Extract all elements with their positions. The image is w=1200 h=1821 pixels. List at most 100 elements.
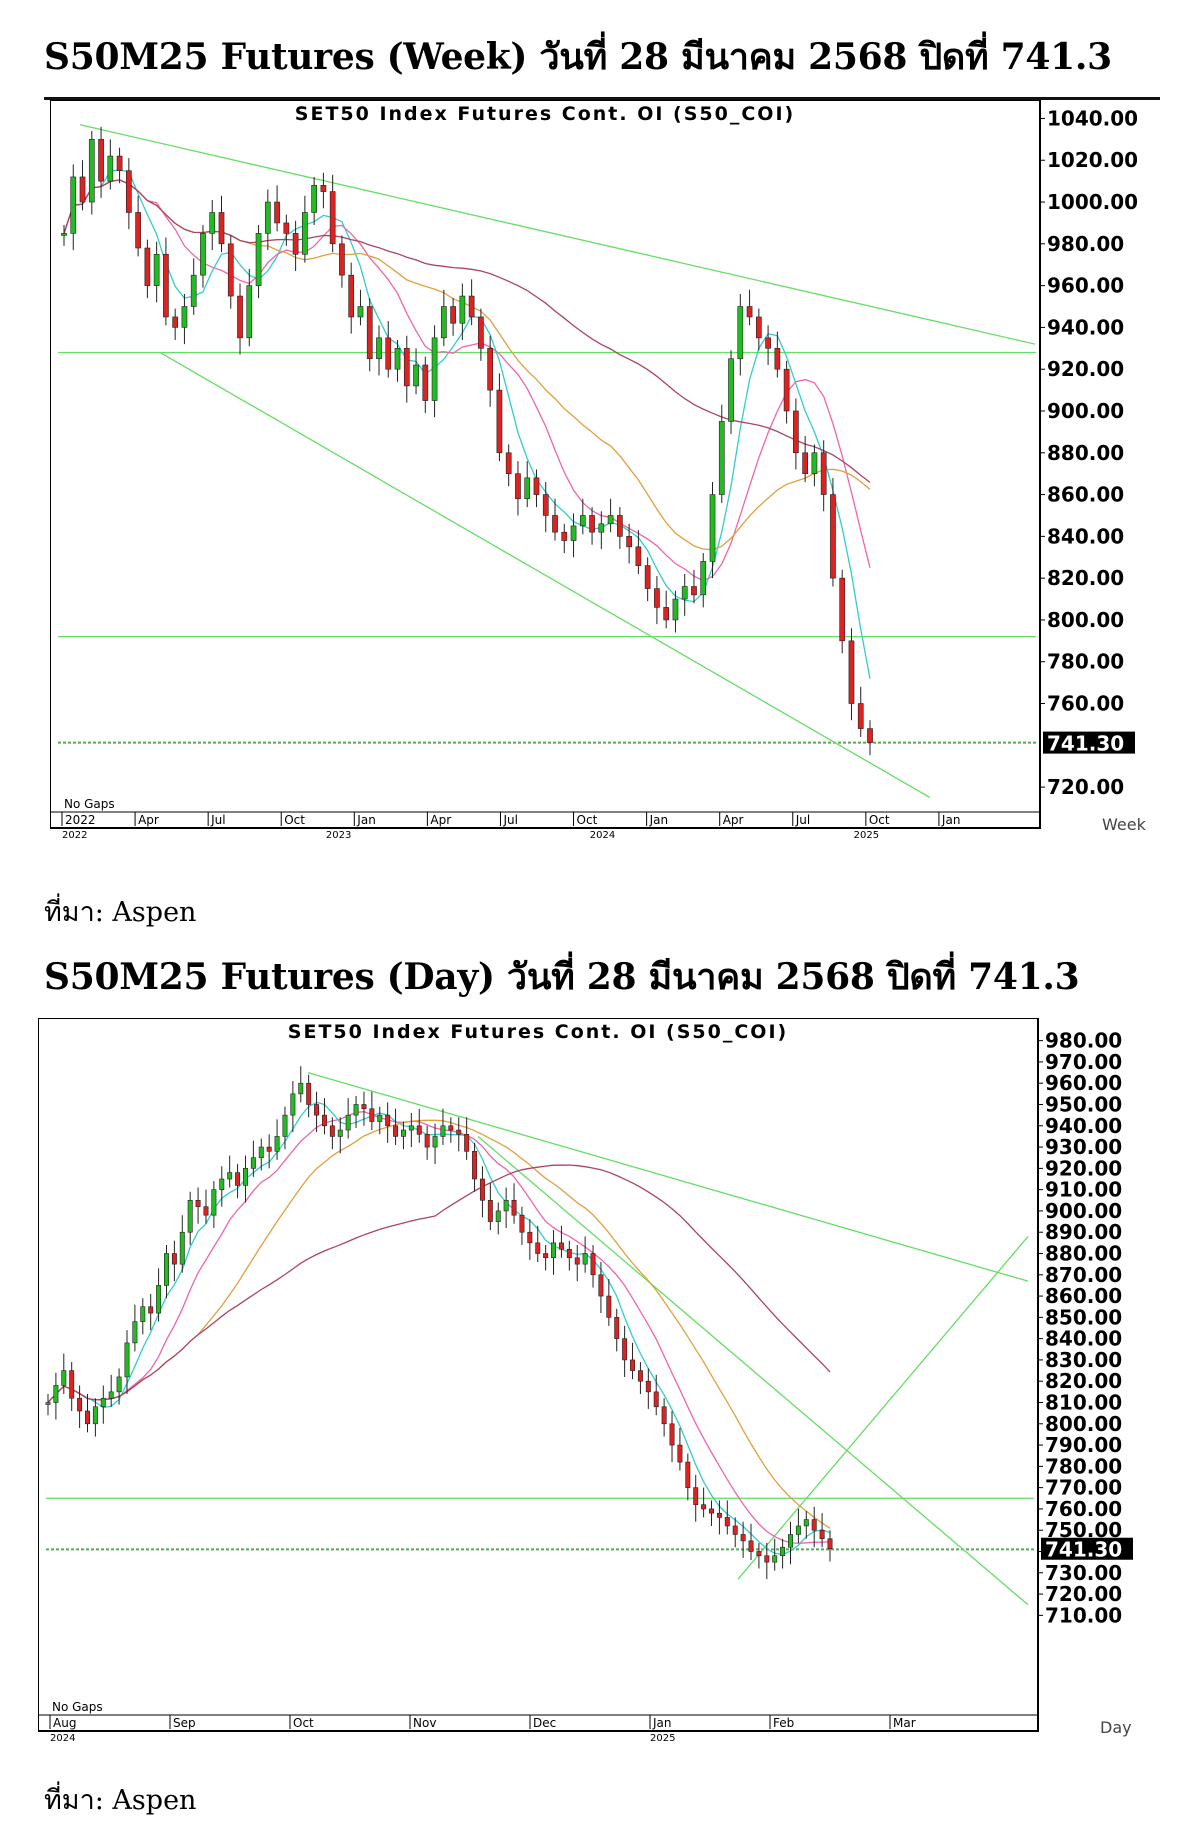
candle-body — [329, 191, 336, 245]
candle-body — [472, 1151, 478, 1180]
y-tick-label: 920.00 — [1045, 1156, 1122, 1180]
candle-body — [635, 546, 642, 566]
candle-body — [728, 358, 734, 422]
y-tick-label: 800.00 — [1047, 608, 1124, 632]
candle-body — [77, 1397, 83, 1412]
y-tick-label: 960.00 — [1047, 274, 1124, 298]
candle-body — [527, 1231, 533, 1244]
candle-body — [570, 525, 577, 541]
candle-body — [756, 1551, 762, 1557]
candle-body — [400, 1129, 406, 1137]
candle-body — [606, 1295, 612, 1318]
plot-frame — [38, 1018, 1039, 1732]
candle-body — [732, 1525, 738, 1535]
x-tick-label: Jul — [210, 813, 225, 827]
candle-body — [617, 515, 623, 537]
candle-body — [691, 586, 697, 596]
candle-body — [153, 253, 160, 286]
candle-body — [672, 598, 679, 621]
candle-body — [795, 1525, 801, 1535]
candle-body — [61, 233, 67, 236]
candle-body — [403, 347, 410, 387]
candle-body — [819, 1529, 825, 1540]
candle-body — [237, 295, 243, 339]
y-tick-label: 860.00 — [1045, 1284, 1122, 1308]
candle-body — [298, 1082, 304, 1095]
heading-rule — [44, 97, 1160, 100]
candle-body — [598, 523, 605, 533]
candle-body — [235, 1172, 241, 1186]
x-tick-label: Sep — [173, 1716, 196, 1730]
moving-average-line — [63, 169, 871, 679]
candle-body — [716, 1512, 722, 1518]
y-tick-label: 910.00 — [1045, 1178, 1122, 1202]
candle-body — [589, 515, 595, 533]
candle-body — [495, 1210, 501, 1222]
y-tick-label: 920.00 — [1047, 357, 1124, 381]
candle-body — [718, 421, 725, 495]
candle-body — [107, 155, 114, 182]
x-tick-label: Jan — [652, 1716, 672, 1730]
y-tick-label: 880.00 — [1045, 1242, 1122, 1266]
y-tick-label: 970.00 — [1045, 1050, 1122, 1074]
candle-body — [69, 1370, 75, 1399]
candle-body — [348, 274, 355, 318]
candle-body — [598, 1274, 604, 1297]
candle-body — [848, 640, 855, 704]
y-tick-label: 780.00 — [1047, 650, 1124, 674]
candle-body — [88, 139, 95, 203]
x-tick-label: Mar — [893, 1716, 916, 1730]
candle-body — [385, 1114, 391, 1127]
candle-body — [258, 1146, 264, 1159]
candle-body — [793, 410, 799, 454]
candle-body — [85, 1410, 90, 1425]
daily-chart-heading: S50M25 Futures (Day) วันที่ 28 มีนาคม 25… — [44, 956, 1080, 998]
last-value-label: 741.30 — [1047, 732, 1124, 756]
x-tick-label: Jan — [941, 813, 961, 827]
candle-body — [515, 473, 521, 500]
candle-body — [626, 536, 632, 548]
candle-body — [653, 1391, 659, 1408]
y-tick-label: 1040.00 — [1047, 106, 1138, 130]
candle-body — [681, 586, 688, 600]
candle-body — [422, 364, 429, 401]
period-label: Week — [1102, 815, 1147, 834]
y-tick-label: 1020.00 — [1047, 148, 1138, 172]
candle-body — [187, 1199, 193, 1233]
gap-note: No Gaps — [64, 797, 115, 811]
trendline — [737, 1236, 1029, 1580]
y-tick-label: 940.00 — [1045, 1114, 1122, 1138]
x-tick-label: Jul — [502, 813, 517, 827]
candle-body — [748, 1540, 754, 1552]
candle-body — [487, 347, 494, 391]
candle-body — [456, 1129, 462, 1135]
x-tick-label: Jan — [649, 813, 669, 827]
candle-body — [376, 337, 382, 360]
candle-body — [774, 347, 781, 370]
trendline — [307, 1071, 1029, 1282]
candle-body — [478, 316, 484, 349]
x-tick-label: Feb — [773, 1716, 794, 1730]
candle-body — [108, 1391, 114, 1399]
candle-body — [431, 337, 438, 401]
weekly-chart: SET50 Index Futures Cont. OI (S50_COI) 10… — [50, 100, 1147, 841]
candle-body — [70, 176, 77, 234]
candle-body — [645, 1380, 651, 1393]
candle-body — [746, 306, 753, 318]
candle-body — [511, 1199, 517, 1216]
candle-body — [311, 185, 317, 213]
candle-body — [190, 274, 197, 307]
y-tick-label: 870.00 — [1045, 1263, 1122, 1287]
candle-body — [116, 1376, 122, 1393]
y-tick-label: 790.00 — [1045, 1433, 1122, 1457]
y-tick-label: 880.00 — [1047, 441, 1124, 465]
x-tick-label: Jul — [795, 813, 810, 827]
candle-body — [132, 1321, 138, 1344]
candle-body — [677, 1444, 683, 1463]
candle-body — [377, 1114, 383, 1122]
candle-body — [302, 212, 308, 255]
chart-title: SET50 Index Futures Cont. OI (S50_COI) — [295, 103, 795, 125]
candle-body — [487, 1199, 493, 1222]
candle-body — [369, 1108, 375, 1122]
y-tick-label: 860.00 — [1047, 483, 1124, 507]
